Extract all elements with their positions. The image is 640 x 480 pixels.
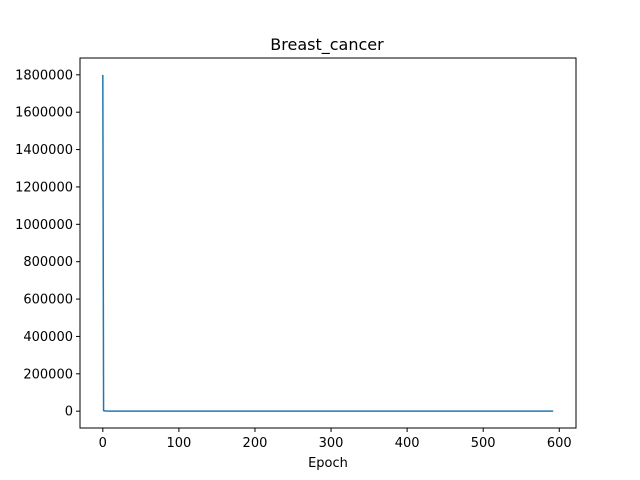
x-tick-label: 500 xyxy=(471,436,496,451)
y-tick-label: 1200000 xyxy=(15,180,73,195)
plot-frame xyxy=(79,57,577,429)
y-axis: 0 200000 400000 600000 800000 1000000 1200000 1… xyxy=(15,68,80,420)
y-tick-label: 800000 xyxy=(23,255,73,270)
y-tick-label: 0 xyxy=(65,405,73,420)
x-axis: 0 100 200 300 400 500 600 xyxy=(99,428,572,451)
x-tick-label: 600 xyxy=(547,436,572,451)
chart-title: Breast_cancer xyxy=(270,35,384,55)
y-tick-label: 600000 xyxy=(23,293,73,308)
plot-area xyxy=(79,57,577,429)
y-tick-label: 1800000 xyxy=(15,68,73,83)
x-tick-label: 0 xyxy=(99,436,107,451)
y-tick-label: 1400000 xyxy=(15,143,73,158)
series-line xyxy=(102,74,554,412)
y-tick-label: 200000 xyxy=(23,367,73,382)
y-tick-label: 400000 xyxy=(23,330,73,345)
series-layer xyxy=(102,74,554,412)
x-tick-label: 300 xyxy=(319,436,344,451)
x-tick-label: 200 xyxy=(243,436,268,451)
x-tick-label: 100 xyxy=(166,436,191,451)
x-tick-label: 400 xyxy=(395,436,420,451)
x-axis-label: Epoch xyxy=(308,456,348,471)
y-tick-label: 1600000 xyxy=(15,106,73,121)
y-tick-label: 1000000 xyxy=(15,218,73,233)
